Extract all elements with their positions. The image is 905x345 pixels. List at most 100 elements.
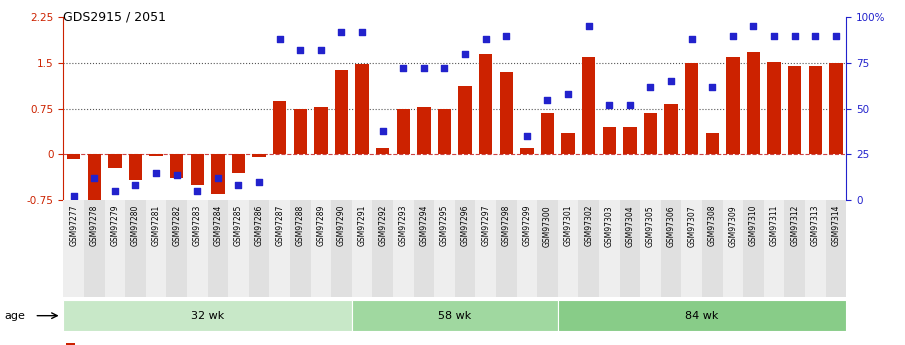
Text: GSM97306: GSM97306 — [667, 205, 675, 247]
Point — [519, 133, 534, 139]
Text: GSM97280: GSM97280 — [131, 205, 140, 246]
Bar — [557, 200, 578, 297]
Text: GSM97299: GSM97299 — [522, 205, 531, 246]
Bar — [105, 200, 125, 297]
Bar — [273, 101, 286, 155]
Bar — [146, 200, 167, 297]
Point — [540, 97, 555, 102]
Bar — [249, 200, 270, 297]
Text: GSM97279: GSM97279 — [110, 205, 119, 246]
Point — [252, 179, 266, 185]
Text: GSM97297: GSM97297 — [481, 205, 491, 246]
Bar — [681, 200, 702, 297]
Text: GSM97288: GSM97288 — [296, 205, 305, 246]
Text: GSM97287: GSM97287 — [275, 205, 284, 246]
Bar — [764, 200, 785, 297]
Bar — [805, 200, 825, 297]
Point — [272, 37, 287, 42]
Text: GSM97285: GSM97285 — [234, 205, 243, 246]
Bar — [396, 109, 410, 155]
Point — [664, 79, 679, 84]
Bar — [561, 133, 575, 155]
Point — [334, 29, 348, 34]
Bar — [187, 200, 207, 297]
Point — [293, 47, 308, 53]
Text: GSM97293: GSM97293 — [399, 205, 408, 246]
Text: GSM97313: GSM97313 — [811, 205, 820, 246]
Point — [479, 37, 493, 42]
Bar — [167, 200, 187, 297]
Bar — [475, 200, 496, 297]
Text: 84 wk: 84 wk — [685, 311, 719, 321]
Bar — [767, 62, 781, 155]
Bar — [722, 200, 743, 297]
Text: GDS2915 / 2051: GDS2915 / 2051 — [63, 10, 167, 23]
Text: GSM97282: GSM97282 — [172, 205, 181, 246]
Text: GSM97304: GSM97304 — [625, 205, 634, 247]
Point — [561, 91, 576, 97]
Bar — [376, 148, 389, 155]
Text: GSM97292: GSM97292 — [378, 205, 387, 246]
Text: GSM97291: GSM97291 — [357, 205, 367, 246]
Bar — [599, 200, 620, 297]
Bar — [310, 200, 331, 297]
Bar — [517, 200, 538, 297]
Bar — [455, 200, 475, 297]
Bar — [293, 109, 307, 155]
Bar — [67, 155, 81, 159]
Text: GSM97314: GSM97314 — [832, 205, 841, 246]
Bar — [747, 52, 760, 155]
Point — [368, 268, 383, 274]
Bar — [372, 200, 393, 297]
Point — [169, 172, 184, 177]
Text: GSM97307: GSM97307 — [687, 205, 696, 247]
Bar — [414, 200, 434, 297]
Text: GSM97310: GSM97310 — [749, 205, 758, 246]
Point — [808, 33, 823, 38]
Point — [499, 33, 513, 38]
Point — [437, 66, 452, 71]
Bar — [352, 200, 372, 297]
Point — [396, 66, 411, 71]
Text: 32 wk: 32 wk — [191, 311, 224, 321]
Point — [767, 33, 781, 38]
Text: GSM97290: GSM97290 — [337, 205, 346, 246]
Point — [66, 194, 81, 199]
Point — [581, 24, 595, 29]
Bar — [331, 200, 352, 297]
Bar — [541, 113, 554, 155]
Bar — [557, 300, 846, 331]
Bar — [520, 148, 534, 155]
Bar — [88, 155, 101, 204]
Text: GSM97277: GSM97277 — [69, 205, 78, 246]
Bar — [582, 57, 595, 155]
Text: GSM97289: GSM97289 — [317, 205, 326, 246]
Point — [129, 183, 143, 188]
Bar — [500, 72, 513, 155]
Point — [602, 102, 616, 108]
Text: GSM97284: GSM97284 — [214, 205, 223, 246]
Text: GSM97286: GSM97286 — [254, 205, 263, 246]
Bar — [335, 70, 348, 155]
Bar — [252, 155, 266, 157]
Text: GSM97300: GSM97300 — [543, 205, 552, 247]
Text: GSM97308: GSM97308 — [708, 205, 717, 246]
Text: GSM97312: GSM97312 — [790, 205, 799, 246]
Text: age: age — [5, 311, 25, 321]
Bar — [496, 200, 517, 297]
Bar — [356, 64, 368, 155]
Bar — [643, 113, 657, 155]
Text: GSM97294: GSM97294 — [419, 205, 428, 246]
Text: GSM97278: GSM97278 — [90, 205, 99, 246]
Bar — [290, 200, 310, 297]
Bar — [66, 343, 75, 345]
Point — [416, 66, 431, 71]
Bar — [743, 200, 764, 297]
Bar — [63, 300, 352, 331]
Point — [643, 84, 658, 89]
Bar — [685, 63, 699, 155]
Bar — [788, 66, 801, 155]
Bar — [808, 66, 822, 155]
Text: GSM97301: GSM97301 — [564, 205, 573, 246]
Bar — [706, 133, 719, 155]
